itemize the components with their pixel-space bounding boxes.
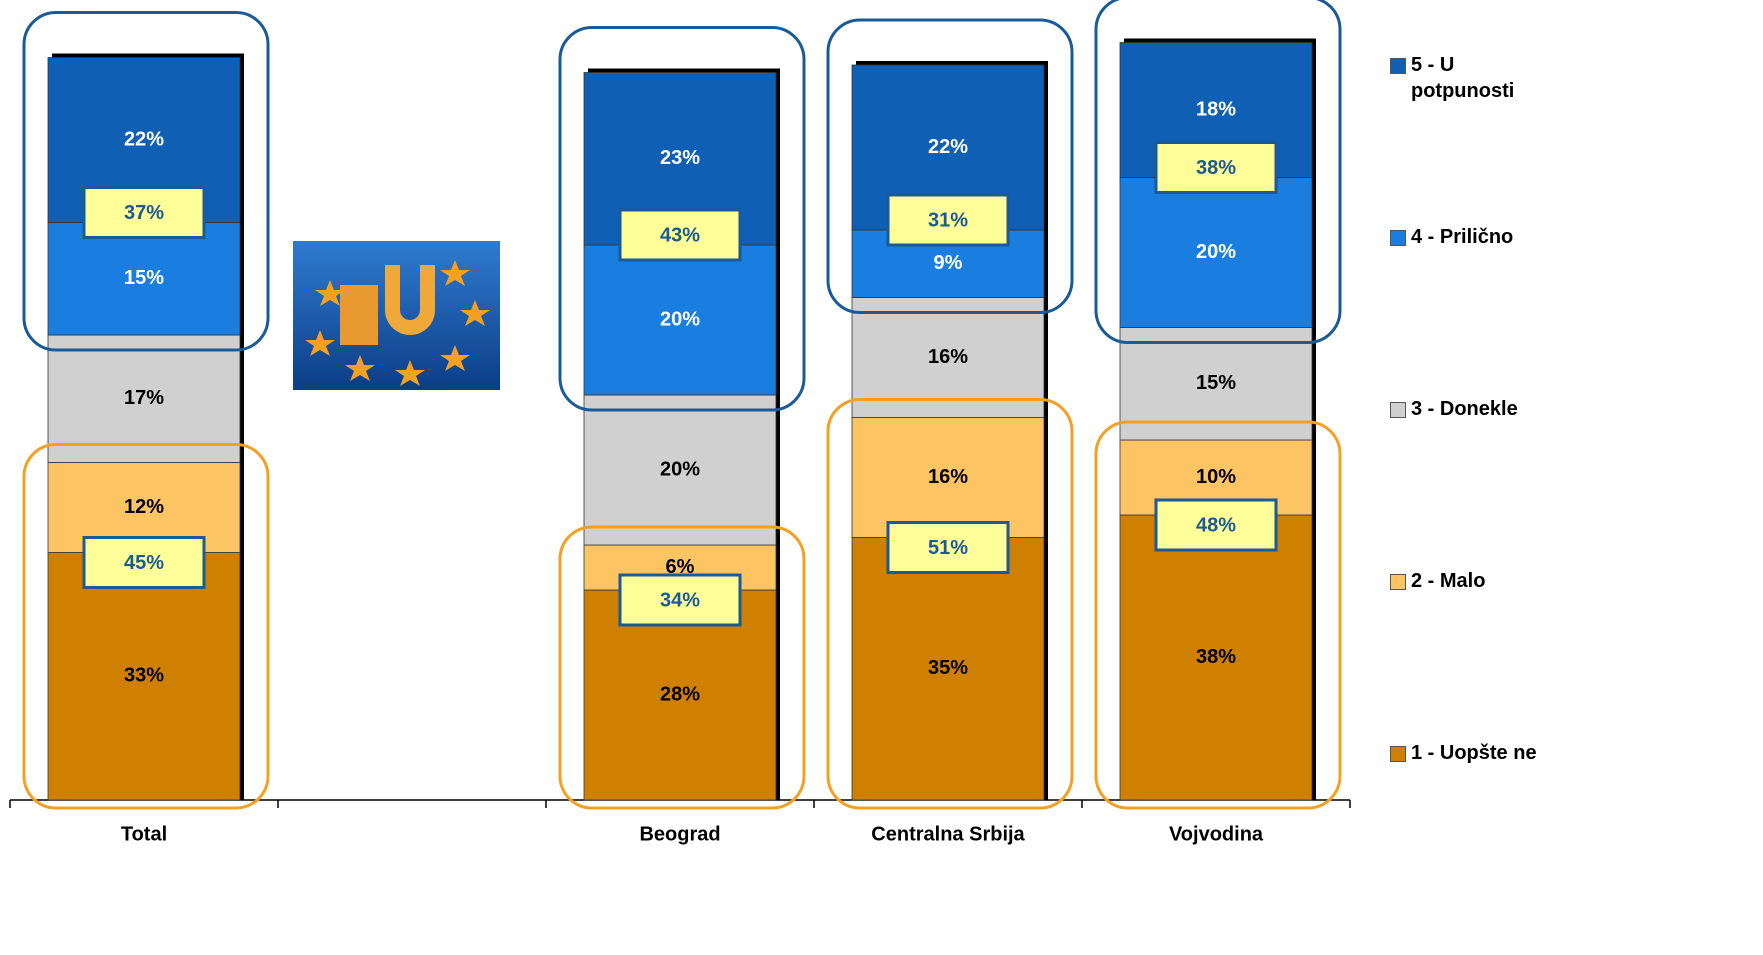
bar-segment (47, 552, 241, 801)
value-label: 20% (660, 458, 700, 480)
legend-item: 2 - Malo (1390, 568, 1550, 594)
summary-label: 43% (660, 224, 700, 246)
bar-segment (583, 394, 777, 546)
bar-segment (851, 417, 1045, 538)
value-label: 20% (660, 308, 700, 330)
legend-label: 2 - Malo (1411, 570, 1486, 592)
bottom-group-outline (22, 443, 270, 810)
value-label: 35% (928, 657, 968, 679)
value-label: 6% (666, 556, 695, 578)
eu-image (293, 241, 500, 390)
value-label: 16% (928, 346, 968, 368)
value-label: 16% (928, 466, 968, 488)
legend-label: 1 - Uopšte ne (1411, 742, 1537, 764)
top-group-outline (558, 26, 806, 412)
summary-label: 45% (124, 552, 164, 574)
value-label: 22% (124, 128, 164, 150)
value-label: 33% (124, 665, 164, 687)
value-label: 15% (1196, 372, 1236, 394)
bar-segment (583, 244, 777, 396)
value-label: 22% (928, 136, 968, 158)
legend-label: 3 - Donekle (1411, 398, 1518, 420)
x-tick-label: Total (121, 823, 167, 845)
bar-segment (851, 297, 1045, 418)
bar-segment (47, 222, 241, 336)
legend-label: 5 - U potpunosti (1411, 54, 1515, 102)
x-tick-label: Centralna Srbija (871, 823, 1025, 845)
value-label: 10% (1196, 466, 1236, 488)
value-label: 28% (660, 683, 700, 705)
summary-box (618, 573, 742, 627)
summary-box (886, 521, 1010, 574)
legend-swatch (1390, 574, 1406, 590)
value-label: 12% (124, 496, 164, 518)
legend-item: 1 - Uopšte ne (1390, 740, 1550, 766)
summary-label: 51% (928, 537, 968, 559)
summary-box (82, 186, 206, 239)
x-tick-label: Vojvodina (1169, 823, 1264, 845)
value-label: 18% (1196, 98, 1236, 120)
legend-item: 3 - Donekle (1390, 396, 1550, 422)
legend-swatch (1390, 230, 1406, 246)
legend-item: 4 - Prilično (1390, 224, 1550, 250)
bar-segment (47, 334, 241, 463)
top-group-outline (826, 18, 1074, 314)
bar-segment (1119, 439, 1313, 516)
top-group-outline (1094, 0, 1342, 344)
bottom-group-outline (826, 398, 1074, 810)
summary-label: 31% (928, 209, 968, 231)
summary-box (886, 193, 1010, 247)
value-label: 23% (660, 147, 700, 169)
value-label: 17% (124, 387, 164, 409)
value-label: 15% (124, 267, 164, 289)
legend-swatch (1390, 58, 1406, 74)
summary-box (82, 536, 206, 589)
bottom-group-outline (558, 525, 806, 810)
value-label: 20% (1196, 241, 1236, 263)
bar-segment (1119, 177, 1313, 328)
value-label: 9% (934, 252, 963, 274)
bottom-group-outline (1094, 420, 1342, 810)
summary-box (1154, 498, 1278, 552)
summary-box (618, 208, 742, 262)
summary-label: 34% (660, 589, 700, 611)
summary-label: 37% (124, 202, 164, 224)
bar-segment (851, 537, 1045, 801)
legend-swatch (1390, 746, 1406, 762)
top-group-outline (22, 11, 270, 352)
legend-label: 4 - Prilično (1411, 226, 1514, 248)
legend-swatch (1390, 402, 1406, 418)
summary-label: 38% (1196, 157, 1236, 179)
legend-item: 5 - U potpunosti (1390, 52, 1550, 104)
summary-box (1154, 141, 1278, 194)
value-label: 38% (1196, 646, 1236, 668)
bar-segment (1119, 514, 1313, 801)
x-tick-label: Beograd (639, 823, 720, 845)
summary-label: 48% (1196, 514, 1236, 536)
